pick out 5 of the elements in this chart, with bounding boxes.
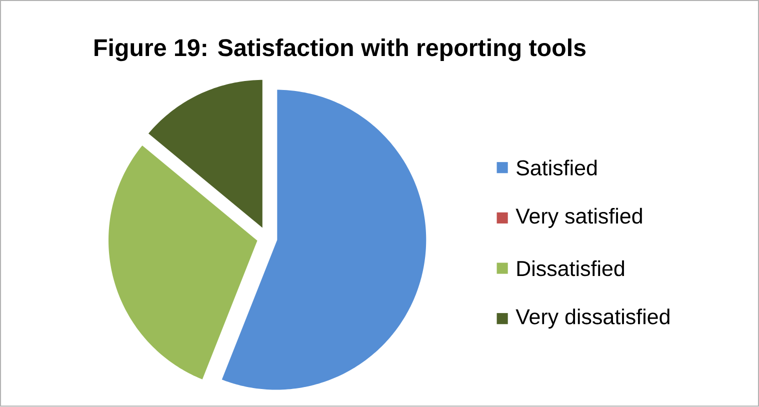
legend-label: Very satisfied — [516, 208, 642, 228]
legend-label: Dissatisfied — [517, 260, 624, 276]
legend-label: Satisfied — [516, 160, 597, 176]
legend-label: Very dissatisfied — [516, 308, 670, 329]
chart-title: Figure 19: Satisfaction with reporting tools — [94, 38, 586, 62]
